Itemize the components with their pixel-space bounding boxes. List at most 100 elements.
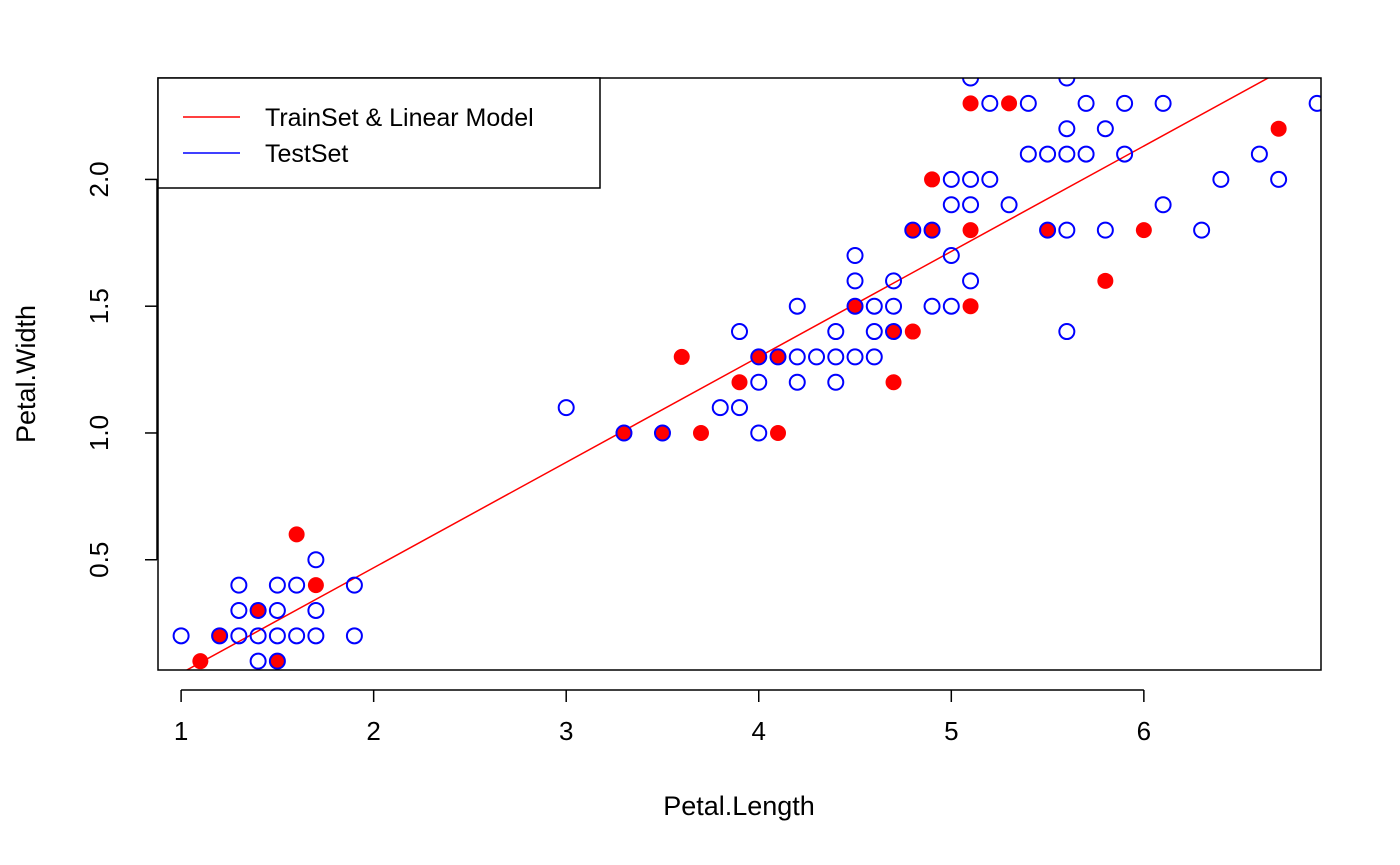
y-axis: 0.5 1.0 1.5 2.0 xyxy=(84,161,158,578)
x-tick-label: 4 xyxy=(752,716,766,746)
train-point xyxy=(288,526,305,543)
test-point xyxy=(1077,145,1095,163)
test-point xyxy=(345,576,363,594)
train-point xyxy=(962,298,979,315)
train-point xyxy=(192,653,209,670)
test-point xyxy=(1058,221,1076,239)
test-point xyxy=(1019,94,1037,112)
test-point xyxy=(904,221,922,239)
test-point xyxy=(1116,94,1134,112)
test-point xyxy=(731,399,748,417)
y-tick-label: 2.0 xyxy=(84,161,114,197)
train-point xyxy=(1001,95,1018,112)
train-point xyxy=(750,348,767,365)
train-point xyxy=(770,424,787,441)
test-point xyxy=(1019,145,1037,163)
test-point xyxy=(288,576,306,594)
test-point xyxy=(962,170,980,188)
train-point xyxy=(1270,120,1287,137)
train-point xyxy=(904,323,921,340)
train-point xyxy=(250,602,267,619)
test-point xyxy=(288,627,306,645)
test-point xyxy=(981,170,999,188)
train-point xyxy=(904,222,921,239)
test-point xyxy=(981,94,999,112)
test-point xyxy=(827,348,845,366)
y-tick-label: 1.0 xyxy=(84,415,114,451)
x-tick-label: 2 xyxy=(366,716,380,746)
x-tick-label: 1 xyxy=(174,716,188,746)
legend-label-train: TrainSet & Linear Model xyxy=(265,104,534,132)
train-point xyxy=(847,298,864,315)
train-point xyxy=(924,222,941,239)
test-point xyxy=(268,576,286,594)
test-point xyxy=(769,348,787,366)
test-point xyxy=(249,601,267,619)
model-line-layer xyxy=(185,78,1270,670)
test-point xyxy=(268,627,286,645)
test-point xyxy=(750,373,768,391)
x-axis-title: Petal.Length xyxy=(663,791,815,821)
test-point xyxy=(788,373,806,391)
y-tick-label: 1.5 xyxy=(84,288,114,324)
test-point xyxy=(865,348,883,366)
test-point xyxy=(230,576,248,594)
train-point xyxy=(211,627,228,644)
train-point xyxy=(885,374,902,391)
test-point xyxy=(1058,120,1076,138)
test-point xyxy=(846,272,864,290)
test-point xyxy=(942,246,960,264)
train-point xyxy=(1097,272,1114,289)
test-point xyxy=(557,399,575,417)
test-point xyxy=(731,323,748,341)
train-point xyxy=(1135,222,1152,239)
test-point xyxy=(846,348,864,366)
train-point xyxy=(962,222,979,239)
train-point xyxy=(1039,222,1056,239)
test-point xyxy=(885,297,903,315)
test-point xyxy=(1000,196,1018,214)
train-point xyxy=(731,374,748,391)
test-point xyxy=(750,348,768,366)
train-point xyxy=(654,424,671,441)
test-point xyxy=(1250,145,1268,163)
test-point xyxy=(711,399,729,417)
test-point xyxy=(615,424,633,442)
x-tick-label: 6 xyxy=(1137,716,1151,746)
x-tick-label: 3 xyxy=(559,716,573,746)
legend: TrainSet & Linear Model TestSet xyxy=(157,77,601,189)
test-point xyxy=(1077,94,1095,112)
test-point xyxy=(885,272,903,290)
plot-border xyxy=(157,77,1322,671)
linear-model-line xyxy=(185,78,1270,670)
x-axis: 1 2 3 4 5 6 xyxy=(174,689,1151,746)
test-point xyxy=(211,627,229,645)
train-point xyxy=(885,323,902,340)
train-point xyxy=(307,577,324,594)
test-point xyxy=(942,297,960,315)
test-point xyxy=(1212,170,1230,188)
test-point xyxy=(1058,78,1076,87)
test-point xyxy=(1270,170,1288,188)
test-point xyxy=(1039,221,1057,239)
test-point xyxy=(1154,196,1172,214)
test-point xyxy=(307,551,325,569)
test-point xyxy=(923,221,941,239)
test-point xyxy=(268,652,286,670)
test-point xyxy=(750,424,768,442)
test-point xyxy=(1058,145,1076,163)
test-point xyxy=(230,627,248,645)
test-point xyxy=(307,601,325,619)
test-point xyxy=(942,196,960,214)
test-point xyxy=(345,627,363,645)
test-point xyxy=(808,348,826,366)
train-point xyxy=(770,348,787,365)
test-point xyxy=(307,627,325,645)
test-point xyxy=(962,78,980,87)
test-point xyxy=(885,323,903,341)
test-point xyxy=(962,272,980,290)
test-point xyxy=(865,323,883,341)
test-point xyxy=(653,424,671,442)
train-point xyxy=(924,171,941,188)
